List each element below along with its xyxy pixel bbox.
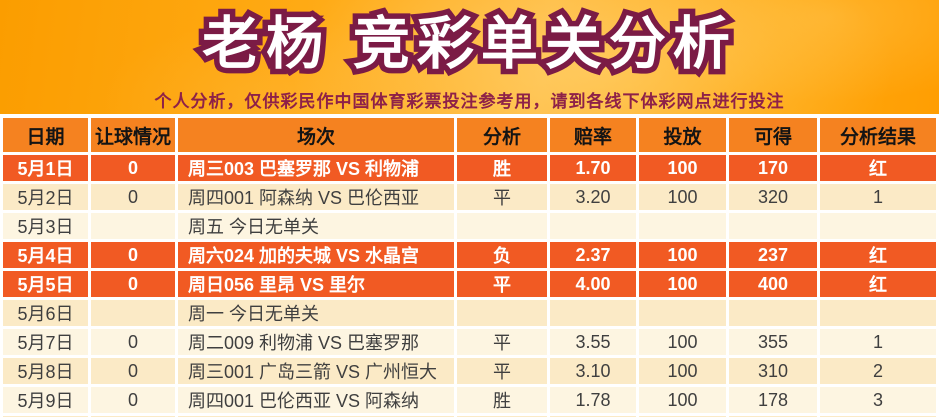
odds-cell [550, 213, 636, 239]
analysis-table: 日期 让球情况 场次 分析 赔率 投放 可得 分析结果 5月1日 0 周三003… [0, 114, 939, 417]
result-cell: 红 [820, 242, 936, 268]
result-cell: 1 [820, 329, 936, 355]
stake-cell: 100 [639, 184, 726, 210]
date-cell: 5月5日 [3, 271, 88, 297]
payout-cell: 310 [729, 358, 817, 384]
disclaimer-subtitle: 个人分析，仅供彩民作中国体育彩票投注参考用，请到各线下体彩网点进行投注 [154, 92, 785, 111]
date-cell: 5月6日 [3, 300, 88, 326]
result-cell: 1 [820, 184, 936, 210]
payout-cell: 400 [729, 271, 817, 297]
result-cell: 3 [820, 387, 936, 413]
payout-cell [729, 213, 817, 239]
odds-cell: 3.55 [550, 329, 636, 355]
handicap-cell: 0 [91, 271, 175, 297]
handicap-cell: 0 [91, 242, 175, 268]
stake-cell: 100 [639, 358, 726, 384]
stake-cell: 100 [639, 387, 726, 413]
stake-cell: 100 [639, 155, 726, 181]
handicap-cell: 0 [91, 358, 175, 384]
table-row-5月9日: 5月9日 0 周四001 巴伦西亚 VS 阿森纳 胜 1.78 100 178 … [3, 387, 936, 413]
analysis-cell: 平 [457, 271, 547, 297]
handicap-cell [91, 300, 175, 326]
column-header-analysis: 分析 [457, 118, 547, 152]
column-header-match: 场次 [178, 118, 454, 152]
handicap-cell [91, 213, 175, 239]
table-row-5月6日: 5月6日 周一 今日无单关 [3, 300, 936, 326]
table-row-5月8日: 5月8日 0 周三001 广岛三箭 VS 广州恒大 平 3.10 100 310… [3, 358, 936, 384]
stake-cell [639, 213, 726, 239]
odds-cell: 1.78 [550, 387, 636, 413]
analysis-cell [457, 213, 547, 239]
column-header-stake: 投放 [639, 118, 726, 152]
odds-cell [550, 300, 636, 326]
match-cell: 周五 今日无单关 [178, 213, 454, 239]
table-row-5月5日: 5月5日 0 周日056 里昂 VS 里尔 平 4.00 100 400 红 [3, 271, 936, 297]
date-cell: 5月1日 [3, 155, 88, 181]
payout-cell [729, 300, 817, 326]
result-cell: 红 [820, 271, 936, 297]
match-cell: 周三003 巴塞罗那 VS 利物浦 [178, 155, 454, 181]
handicap-cell: 0 [91, 387, 175, 413]
analysis-cell: 平 [457, 329, 547, 355]
analysis-cell: 平 [457, 358, 547, 384]
analysis-cell: 胜 [457, 155, 547, 181]
handicap-cell: 0 [91, 329, 175, 355]
date-cell: 5月7日 [3, 329, 88, 355]
payout-cell: 355 [729, 329, 817, 355]
stake-cell: 100 [639, 242, 726, 268]
page-title-text: 老杨 竞彩单关分析 [202, 12, 737, 76]
result-cell [820, 213, 936, 239]
match-cell: 周二009 利物浦 VS 巴塞罗那 [178, 329, 454, 355]
match-cell: 周一 今日无单关 [178, 300, 454, 326]
table-header-row: 日期 让球情况 场次 分析 赔率 投放 可得 分析结果 [3, 118, 936, 152]
column-header-date: 日期 [3, 118, 88, 152]
match-cell: 周六024 加的夫城 VS 水晶宫 [178, 242, 454, 268]
payout-cell: 237 [729, 242, 817, 268]
handicap-cell: 0 [91, 155, 175, 181]
stake-cell: 100 [639, 329, 726, 355]
analysis-cell: 平 [457, 184, 547, 210]
handicap-cell: 0 [91, 184, 175, 210]
date-cell: 5月4日 [3, 242, 88, 268]
column-header-odds: 赔率 [550, 118, 636, 152]
odds-cell: 3.10 [550, 358, 636, 384]
table-row-5月2日: 5月2日 0 周四001 阿森纳 VS 巴伦西亚 平 3.20 100 320 … [3, 184, 936, 210]
date-cell: 5月2日 [3, 184, 88, 210]
match-cell: 周三001 广岛三箭 VS 广州恒大 [178, 358, 454, 384]
column-header-payout: 可得 [729, 118, 817, 152]
analysis-cell [457, 300, 547, 326]
stake-cell [639, 300, 726, 326]
match-cell: 周四001 阿森纳 VS 巴伦西亚 [178, 184, 454, 210]
table-row-5月3日: 5月3日 周五 今日无单关 [3, 213, 936, 239]
result-cell: 2 [820, 358, 936, 384]
table-row-5月7日: 5月7日 0 周二009 利物浦 VS 巴塞罗那 平 3.55 100 355 … [3, 329, 936, 355]
result-cell [820, 300, 936, 326]
date-cell: 5月9日 [3, 387, 88, 413]
table-row-5月1日: 5月1日 0 周三003 巴塞罗那 VS 利物浦 胜 1.70 100 170 … [3, 155, 936, 181]
odds-cell: 3.20 [550, 184, 636, 210]
payout-cell: 320 [729, 184, 817, 210]
match-cell: 周日056 里昂 VS 里尔 [178, 271, 454, 297]
payout-cell: 170 [729, 155, 817, 181]
date-cell: 5月3日 [3, 213, 88, 239]
stake-cell: 100 [639, 271, 726, 297]
page-title-outline: 老杨 竞彩单关分析 [197, 7, 737, 82]
date-cell: 5月8日 [3, 358, 88, 384]
odds-cell: 2.37 [550, 242, 636, 268]
table-row-5月4日: 5月4日 0 周六024 加的夫城 VS 水晶宫 负 2.37 100 237 … [3, 242, 936, 268]
banner: 老杨 竞彩单关分析 老杨 竞彩单关分析 个人分析，仅供彩民作中国体育彩票投注参考… [0, 0, 939, 114]
analysis-cell: 胜 [457, 387, 547, 413]
column-header-result: 分析结果 [820, 118, 936, 152]
odds-cell: 1.70 [550, 155, 636, 181]
match-cell: 周四001 巴伦西亚 VS 阿森纳 [178, 387, 454, 413]
page-title: 老杨 竞彩单关分析 老杨 竞彩单关分析 [0, 0, 939, 84]
odds-cell: 4.00 [550, 271, 636, 297]
analysis-cell: 负 [457, 242, 547, 268]
column-header-handicap: 让球情况 [91, 118, 175, 152]
payout-cell: 178 [729, 387, 817, 413]
result-cell: 红 [820, 155, 936, 181]
